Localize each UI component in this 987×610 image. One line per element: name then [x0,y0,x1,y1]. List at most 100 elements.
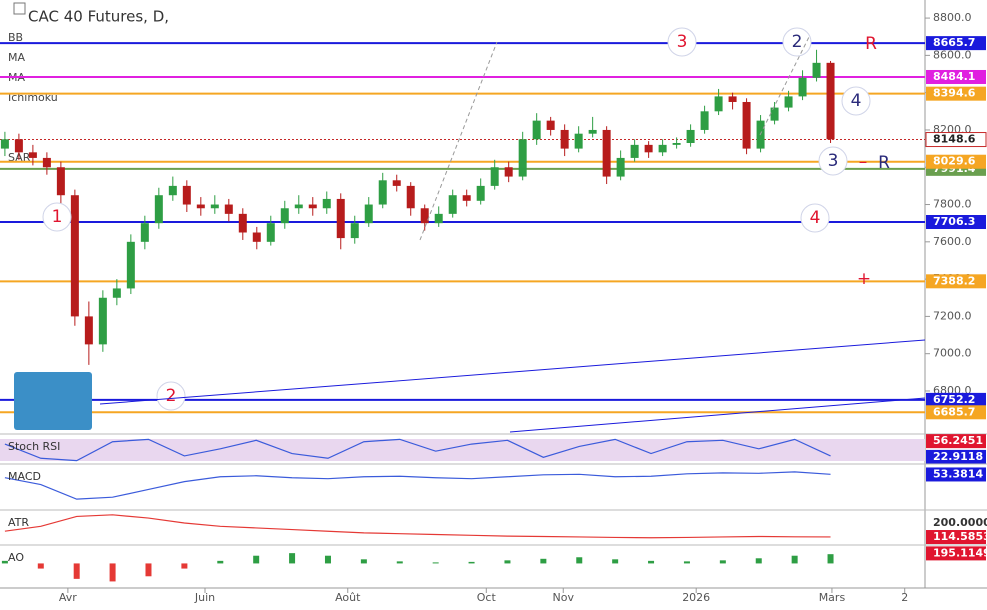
candle-body [308,204,317,209]
ao-bar [755,558,762,564]
candle-body [70,195,79,317]
pane-tag-label: 56.2451 [933,434,983,447]
ao-bar [719,560,726,564]
candle-body [56,167,65,196]
level-tag [926,215,986,230]
x-tick-label: Juin [194,591,215,604]
candle-body [616,157,625,177]
pane-label: Stoch RSI [8,440,60,453]
menu-icon[interactable] [13,2,26,15]
x-tick-label: Août [335,591,361,604]
logo [14,372,92,430]
indicator-label: MA [8,51,25,64]
annotation: 4 [851,91,862,111]
ao-bar [37,563,44,569]
pane-line [4,514,831,539]
annotation-circle [156,381,186,411]
ao-bar [432,562,439,564]
candle-body [686,129,695,144]
candle-body [462,195,471,201]
candle-body [42,157,51,168]
ao-bar [827,554,834,564]
candle-body [742,101,751,149]
candle-body [560,129,569,149]
x-tick-label: 2 [901,591,908,604]
candle-body [504,167,513,177]
pane-tag [926,546,986,561]
candle-body [770,107,779,121]
trendline [419,41,498,241]
trendline [759,34,811,136]
trendline [509,397,926,433]
candle-body [812,62,821,78]
pane-tag [926,516,986,531]
x-tick-label: Nov [553,591,575,604]
annotation-circle [782,27,812,57]
ao-bar [1,560,8,564]
candle-body [672,143,681,145]
y-tick-label: 7000.0 [933,347,972,360]
pane-label: MACD [8,470,41,483]
candle-body [714,96,723,112]
ao-bar [791,555,798,564]
level-tag [926,405,986,420]
pane-tag [926,449,986,464]
level-label: 8665.7 [933,36,975,49]
candle-body [658,144,667,153]
annotation-circle [667,27,697,57]
candle-body [294,204,303,209]
candle-body [84,316,93,345]
candle-body [490,167,499,186]
level-tag [926,392,986,407]
ao-bar [396,561,403,564]
level-label: 6752.2 [933,393,975,406]
level-label: 8148.6 [933,133,976,146]
y-tick-label: 8600.0 [933,48,972,61]
candle-body [98,297,107,345]
ao-bar [576,557,583,564]
annotation: 2 [792,32,803,52]
candle-body [14,139,23,153]
pane-band [0,439,925,461]
candle-body [168,185,177,196]
level-tag [926,36,986,51]
pane-tag-label: 200.0000 [933,516,987,529]
candle-body [574,133,583,149]
candle-body [364,204,373,224]
pane-tag-label: 53.3814 [933,467,983,480]
candle-body [322,198,331,209]
pane-line [4,438,831,462]
candle-body [476,185,485,201]
candle-body [0,139,9,149]
candle-body [112,288,121,298]
candle-body [826,62,835,140]
annotation: R [878,153,890,173]
ao-bar [540,558,547,564]
annotation: – [859,152,868,172]
candle-body [182,185,191,205]
plot-layer: 8800.08600.08400.08200.08000.07800.07600… [0,11,987,604]
candle-body [28,152,37,158]
candle-body [588,129,597,134]
annotation: R [865,34,877,54]
x-tick-label: Avr [59,591,77,604]
candle-body [798,77,807,97]
level-tag [926,69,986,84]
candle-body [784,96,793,108]
candle-body [280,208,289,224]
ao-bar [648,560,655,564]
ao-bar [324,555,331,564]
candle-body [630,144,639,158]
candle-body [406,185,415,209]
trendline [99,339,926,405]
candle-body [644,144,653,153]
y-tick-label: 7800.0 [933,198,972,211]
level-label: 8484.1 [933,70,975,83]
candle-body [336,198,345,239]
indicator-label: BB [8,31,23,44]
candle-body [546,120,555,130]
ao-bar [612,559,619,564]
chart-title: CAC 40 Futures, D, [28,8,169,26]
candle-body [126,241,135,289]
